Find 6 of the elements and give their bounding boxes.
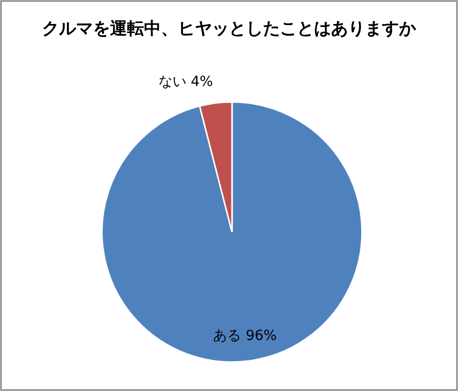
data-label: 4% [190,74,213,90]
slice-label: ある [213,328,246,344]
data-label: 96% [246,328,277,344]
pie-slice [101,101,363,363]
slice-label: ない [158,74,191,90]
chart-title: クルマを運転中、ヒヤッとしたことはありますか [42,19,417,39]
